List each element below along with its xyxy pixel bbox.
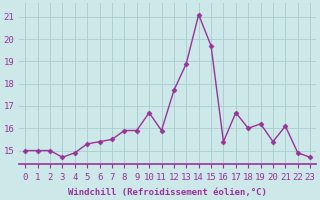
X-axis label: Windchill (Refroidissement éolien,°C): Windchill (Refroidissement éolien,°C): [68, 188, 267, 197]
